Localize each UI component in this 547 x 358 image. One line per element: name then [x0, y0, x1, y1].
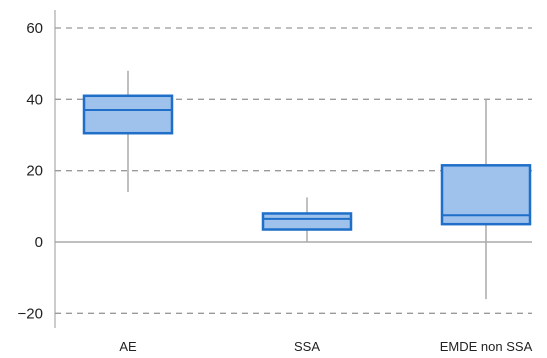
iqr-box: [261, 212, 353, 231]
y-tick-label: 0: [35, 234, 43, 251]
box-emde-non-ssa: [440, 99, 532, 300]
box-layer: [82, 70, 532, 300]
x-category-label: AE: [119, 339, 137, 354]
y-tick-label: −20: [18, 305, 43, 322]
box-ae: [82, 70, 174, 193]
x-category-label: EMDE non SSA: [440, 339, 533, 354]
box-ssa: [261, 197, 353, 242]
label-layer: −20 0 20 40 60 AE SSA EMDE non SSA: [18, 20, 533, 354]
x-category-label: SSA: [294, 339, 320, 354]
y-tick-label: 20: [26, 163, 43, 180]
y-tick-label: 60: [26, 20, 43, 37]
y-tick-label: 40: [26, 91, 43, 108]
iqr-box: [82, 94, 174, 135]
